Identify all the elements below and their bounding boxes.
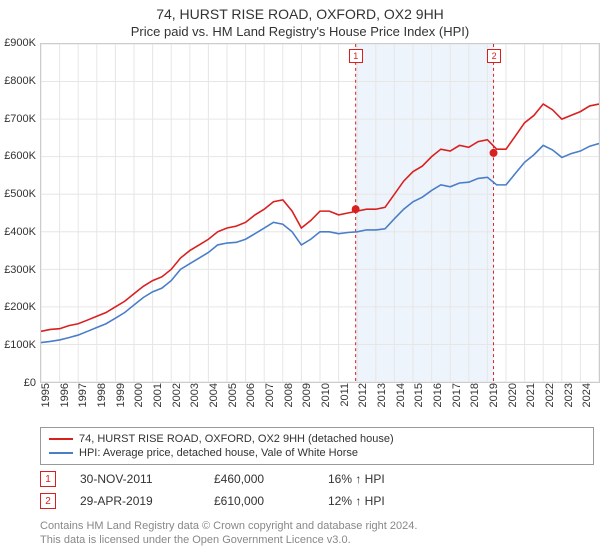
y-tick-label: £800K [4, 75, 36, 87]
sale-price: £610,000 [214, 494, 304, 508]
x-tick-label: 2002 [171, 383, 183, 407]
x-tick-label: 2001 [152, 383, 164, 407]
x-tick-label: 2013 [376, 383, 388, 407]
sale-date: 29-APR-2019 [80, 494, 190, 508]
page-subtitle: Price paid vs. HM Land Registry's House … [0, 22, 600, 43]
chart-marker-badge: 1 [349, 49, 363, 63]
sale-delta: 16% ↑ HPI [328, 472, 385, 486]
x-tick-label: 2003 [189, 383, 201, 407]
x-tick-label: 2006 [245, 383, 257, 407]
x-tick-label: 1997 [77, 383, 89, 407]
y-tick-label: £0 [24, 377, 36, 389]
sale-badge: 2 [40, 493, 56, 509]
x-tick-label: 2010 [320, 383, 332, 407]
footer: Contains HM Land Registry data © Crown c… [40, 519, 594, 548]
sale-date: 30-NOV-2011 [80, 472, 190, 486]
x-tick-label: 2000 [133, 383, 145, 407]
legend-item: 74, HURST RISE ROAD, OXFORD, OX2 9HH (de… [49, 432, 585, 446]
x-tick-label: 2022 [544, 383, 556, 407]
x-tick-label: 2017 [451, 383, 463, 407]
x-tick-label: 2020 [507, 383, 519, 407]
sales-list: 1 30-NOV-2011 £460,000 16% ↑ HPI 2 29-APR-201… [0, 471, 600, 509]
x-tick-label: 2005 [227, 383, 239, 407]
x-tick-label: 2015 [413, 383, 425, 407]
x-tick-label: 2008 [283, 383, 295, 407]
y-tick-label: £600K [4, 150, 36, 162]
x-tick-label: 2014 [395, 383, 407, 407]
x-tick-label: 1998 [96, 383, 108, 407]
sale-delta: 12% ↑ HPI [328, 494, 385, 508]
x-tick-label: 2009 [301, 383, 313, 407]
line-chart [40, 43, 600, 383]
x-tick-label: 2011 [339, 383, 351, 407]
x-tick-label: 2018 [469, 383, 481, 407]
y-tick-label: £100K [4, 339, 36, 351]
x-tick-label: 2016 [432, 383, 444, 407]
y-tick-label: £400K [4, 226, 36, 238]
x-tick-label: 2012 [357, 383, 369, 407]
x-tick-label: 2004 [208, 383, 220, 407]
legend: 74, HURST RISE ROAD, OXFORD, OX2 9HH (de… [40, 427, 594, 465]
legend-label: HPI: Average price, detached house, Vale… [79, 447, 358, 459]
sale-badge: 1 [40, 471, 56, 487]
x-tick-label: 2024 [581, 383, 593, 407]
footer-line2: This data is licensed under the Open Gov… [40, 533, 594, 547]
sale-price: £460,000 [214, 472, 304, 486]
chart-marker-badge: 2 [487, 49, 501, 63]
y-tick-label: £900K [4, 37, 36, 49]
x-tick-label: 1996 [59, 383, 71, 407]
chart-area: £0£100K£200K£300K£400K£500K£600K£700K£80… [40, 43, 600, 383]
legend-swatch [49, 452, 73, 454]
y-tick-label: £700K [4, 113, 36, 125]
y-tick-label: £200K [4, 301, 36, 313]
y-tick-label: £500K [4, 188, 36, 200]
x-tick-label: 1995 [40, 383, 52, 407]
page-title: 74, HURST RISE ROAD, OXFORD, OX2 9HH [0, 0, 600, 22]
sale-row: 2 29-APR-2019 £610,000 12% ↑ HPI [40, 493, 594, 509]
x-tick-label: 2023 [563, 383, 575, 407]
footer-line1: Contains HM Land Registry data © Crown c… [40, 519, 594, 533]
x-tick-label: 2019 [488, 383, 500, 407]
x-tick-label: 2007 [264, 383, 276, 407]
legend-swatch [49, 438, 73, 440]
legend-item: HPI: Average price, detached house, Vale… [49, 446, 585, 460]
y-tick-label: £300K [4, 264, 36, 276]
x-tick-label: 1999 [115, 383, 127, 407]
sale-row: 1 30-NOV-2011 £460,000 16% ↑ HPI [40, 471, 594, 487]
x-tick-label: 2021 [525, 383, 537, 407]
legend-label: 74, HURST RISE ROAD, OXFORD, OX2 9HH (de… [79, 433, 394, 445]
